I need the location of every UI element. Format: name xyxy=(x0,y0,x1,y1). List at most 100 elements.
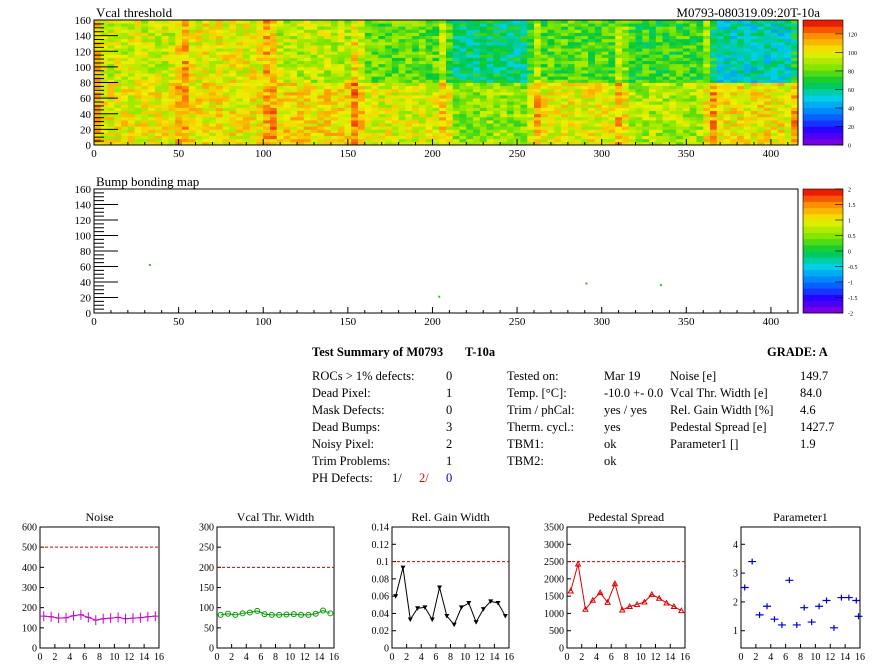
heat-cell xyxy=(249,120,257,124)
heat-cell xyxy=(324,26,332,30)
heat-cell xyxy=(635,132,643,137)
heat-cell xyxy=(608,23,616,27)
x-tick-label: 14 xyxy=(840,652,850,663)
heat-cell xyxy=(134,57,142,62)
heat-cell xyxy=(385,41,393,46)
heat-cell xyxy=(290,76,298,80)
heat-cell xyxy=(493,60,501,65)
heat-cell xyxy=(236,23,244,27)
color-step xyxy=(803,269,843,277)
heat-cell xyxy=(371,120,379,124)
heat-cell xyxy=(446,98,454,102)
heat-cell xyxy=(784,107,792,112)
heat-cell xyxy=(290,45,298,49)
heat-cell xyxy=(777,129,785,133)
data-point xyxy=(415,606,421,611)
heat-cell xyxy=(148,135,156,140)
heat-cell xyxy=(405,48,413,52)
heat-cell xyxy=(148,32,156,37)
heat-cell xyxy=(154,70,163,74)
heat-cell xyxy=(500,57,508,62)
heat-cell xyxy=(432,73,440,77)
heat-cell xyxy=(141,35,149,40)
tbm2-value: ok xyxy=(604,454,617,468)
heat-cell xyxy=(669,41,677,46)
heat-cell xyxy=(405,35,413,40)
heat-cell xyxy=(642,63,650,68)
heat-cell xyxy=(757,132,765,137)
heat-cell xyxy=(290,29,298,33)
heat-cell xyxy=(297,138,305,143)
heat-cell xyxy=(182,45,190,49)
heat-cell xyxy=(649,35,657,40)
heat-cell xyxy=(696,54,704,58)
heat-cell xyxy=(649,98,657,102)
heat-cell xyxy=(215,66,224,71)
heat-cell xyxy=(229,57,237,62)
heat-cell xyxy=(506,95,515,99)
gain-value: 4.6 xyxy=(800,403,816,417)
heat-cell xyxy=(209,20,217,24)
heat-cell xyxy=(209,38,217,43)
heat-cell xyxy=(547,132,555,137)
heat-cell xyxy=(723,113,731,118)
heat-cell xyxy=(236,38,244,43)
heat-cell xyxy=(391,45,400,49)
heat-cell xyxy=(432,32,440,37)
heat-cell xyxy=(256,129,264,133)
heat-cell xyxy=(764,79,772,83)
heat-cell xyxy=(493,95,501,99)
heat-cell xyxy=(398,26,406,30)
heat-cell xyxy=(750,113,758,118)
heat-cell xyxy=(358,91,366,96)
heat-cell xyxy=(669,129,677,133)
heat-cell xyxy=(574,101,582,105)
heat-cell xyxy=(459,120,467,124)
heat-cell xyxy=(581,41,589,46)
heat-cell xyxy=(500,120,508,124)
heat-cell xyxy=(743,45,752,49)
heat-cell xyxy=(276,101,284,105)
heat-cell xyxy=(635,113,643,118)
heat-cell xyxy=(567,91,576,96)
heat-cell xyxy=(750,73,758,77)
heat-cell xyxy=(330,110,339,115)
heat-cell xyxy=(479,116,488,121)
heat-cell xyxy=(215,73,224,77)
heat-cell xyxy=(351,141,359,146)
heat-cell xyxy=(662,88,670,93)
heat-cell xyxy=(622,110,630,115)
heat-cell xyxy=(161,54,169,58)
heat-cell xyxy=(242,76,251,80)
heat-cell xyxy=(175,135,183,140)
heat-cell xyxy=(330,41,339,46)
data-point xyxy=(785,577,794,584)
heat-cell xyxy=(500,45,508,49)
heat-cell xyxy=(710,123,718,127)
heat-cell xyxy=(784,45,792,49)
heat-cell xyxy=(669,63,677,68)
heat-cell xyxy=(141,63,149,68)
heat-cell xyxy=(297,60,305,65)
y-tick-label: 0 xyxy=(86,308,92,320)
heat-cell xyxy=(750,51,758,55)
heat-cell xyxy=(703,23,711,27)
heat-cell xyxy=(121,138,129,143)
heat-cell xyxy=(324,79,332,83)
data-point xyxy=(648,590,656,597)
heat-cell xyxy=(215,60,224,65)
heat-cell xyxy=(94,54,102,58)
heat-cell xyxy=(168,116,176,121)
heat-cell xyxy=(513,116,521,121)
heat-cell xyxy=(134,107,142,112)
heat-cell xyxy=(344,79,352,83)
heat-cell xyxy=(743,35,752,40)
heat-cell xyxy=(168,123,176,127)
heat-cell xyxy=(378,82,386,87)
vcal-threshold-heatmap: 0 50 100 150 200 250 300 350 4000204060801001201… xyxy=(75,5,858,160)
heat-cell xyxy=(371,29,379,33)
heat-cell xyxy=(236,51,244,55)
heat-cell xyxy=(412,57,420,62)
heat-cell xyxy=(676,54,684,58)
heat-cell xyxy=(432,26,440,30)
